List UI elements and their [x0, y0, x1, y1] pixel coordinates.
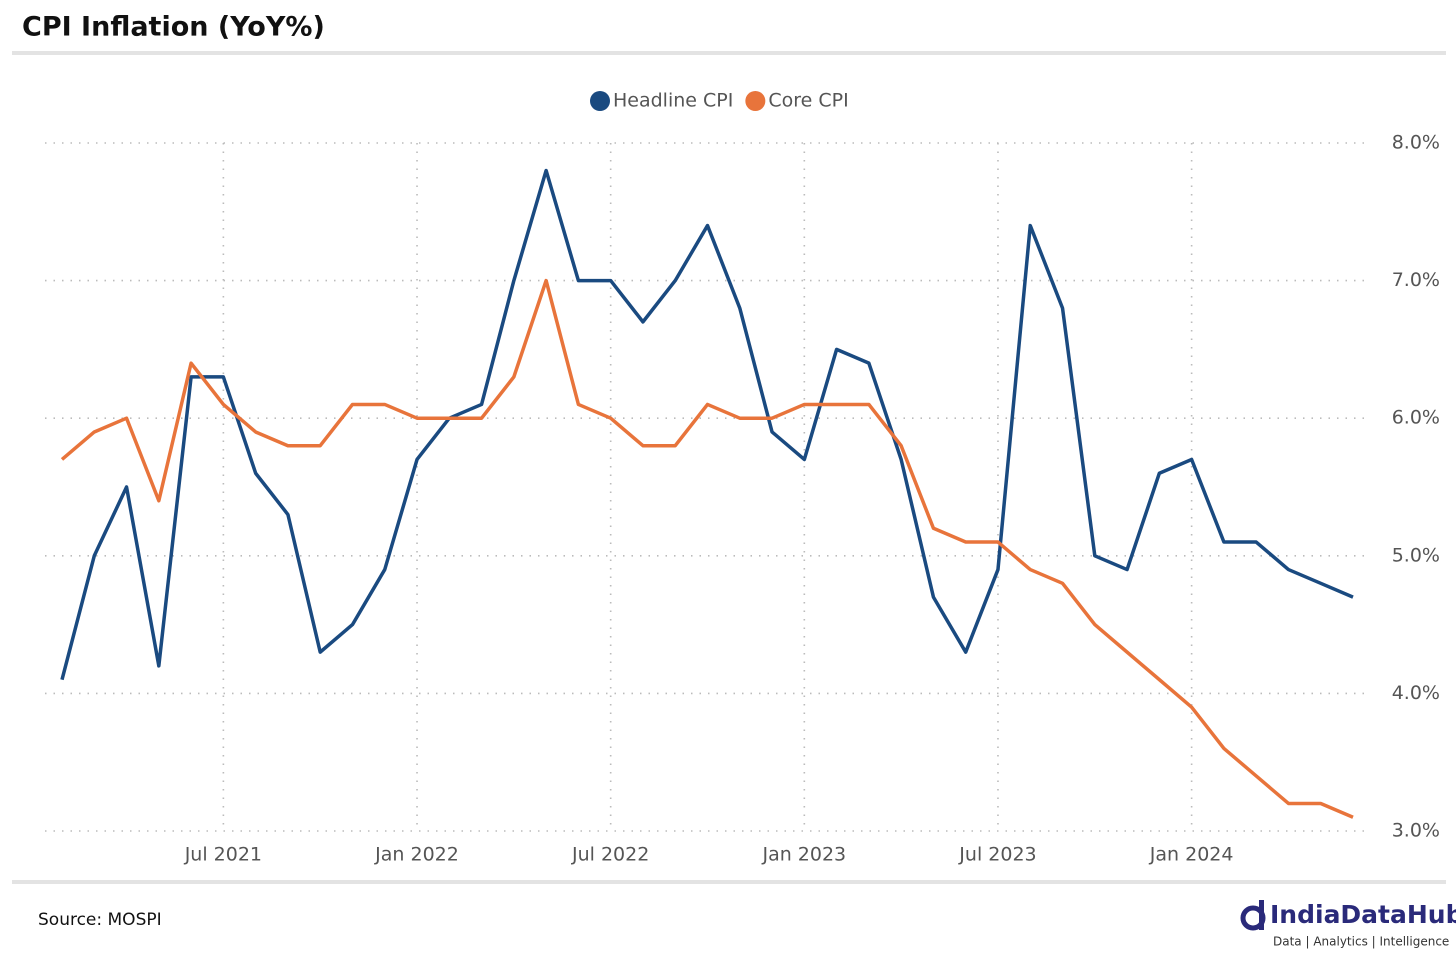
- legend-marker: [590, 91, 610, 111]
- x-tick-label: Jan 2022: [374, 844, 459, 866]
- x-tick-label: Jul 2023: [958, 844, 1036, 866]
- logo: IndiaDataHub Data | Analytics | Intellig…: [1240, 900, 1456, 949]
- x-tick-label: Jul 2022: [571, 844, 649, 866]
- legend-marker: [745, 91, 766, 111]
- tagline: Data | Analytics | Intelligence: [1273, 935, 1449, 949]
- legend-label: Core CPI: [768, 90, 848, 112]
- y-tick-label: 3.0%: [1392, 820, 1440, 842]
- x-tick-label: Jan 2024: [1149, 844, 1234, 866]
- line: [60, 278, 1354, 819]
- divider: [12, 51, 1446, 55]
- x-tick-label: Jan 2023: [761, 844, 846, 866]
- line: [60, 168, 1354, 681]
- y-tick-label: 5.0%: [1392, 544, 1440, 566]
- source: Source: MOSPI: [38, 910, 162, 930]
- divider: [12, 880, 1446, 884]
- y-tick-label: 6.0%: [1392, 407, 1440, 429]
- brand: IndiaDataHub: [1270, 900, 1456, 929]
- y-tick-label: 8.0%: [1392, 132, 1440, 154]
- logo-icon: [1259, 900, 1264, 930]
- x-tick-label: Jul 2021: [184, 844, 262, 866]
- y-tick-label: 4.0%: [1392, 682, 1440, 704]
- chart-title: CPI Inflation (YoY%): [22, 12, 325, 43]
- legend-label: Headline CPI: [613, 90, 733, 112]
- y-tick-label: 7.0%: [1392, 269, 1440, 291]
